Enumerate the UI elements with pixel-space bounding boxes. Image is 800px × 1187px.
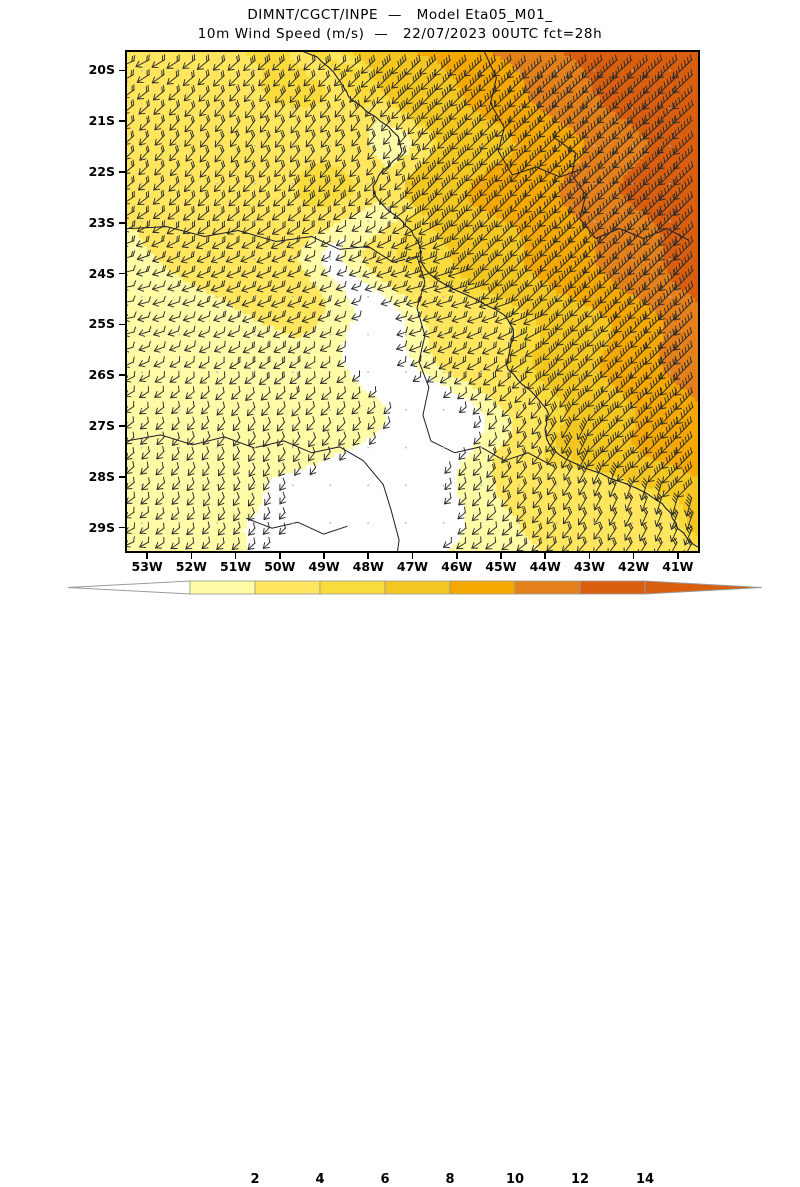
latitude-tick-label: 27S xyxy=(71,418,115,433)
latitude-tick xyxy=(119,476,125,478)
colorbar-bands xyxy=(0,576,800,600)
colorbar-tick-label: 2 xyxy=(235,1172,275,1187)
latitude-tick xyxy=(119,222,125,224)
latitude-tick-label: 26S xyxy=(71,367,115,382)
colorbar-tick-label: 12 xyxy=(560,1172,600,1187)
longitude-tick-label: 51W xyxy=(211,559,261,574)
colorbar-over-arrow xyxy=(645,581,762,594)
latitude-tick-label: 24S xyxy=(71,266,115,281)
latitude-tick-label: 21S xyxy=(71,113,115,128)
latitude-tick xyxy=(119,120,125,122)
colorbar-band xyxy=(515,581,580,594)
latitude-tick-label: 28S xyxy=(71,469,115,484)
latitude-tick xyxy=(119,527,125,529)
longitude-tick-label: 45W xyxy=(476,559,526,574)
latitude-tick xyxy=(119,171,125,173)
latitude-tick-label: 23S xyxy=(71,215,115,230)
latitude-tick xyxy=(119,374,125,376)
colorbar-tick-label: 4 xyxy=(300,1172,340,1187)
wind-speed-field xyxy=(127,52,698,551)
colorbar-tick-label: 14 xyxy=(625,1172,665,1187)
latitude-tick-label: 22S xyxy=(71,164,115,179)
latitude-tick-label: 29S xyxy=(71,520,115,535)
longitude-tick-label: 49W xyxy=(299,559,349,574)
latitude-tick xyxy=(119,425,125,427)
latitude-tick-label: 20S xyxy=(71,62,115,77)
colorbar-tick-label: 10 xyxy=(495,1172,535,1187)
longitude-tick-label: 41W xyxy=(653,559,703,574)
longitude-tick-label: 47W xyxy=(388,559,438,574)
latitude-tick xyxy=(119,70,125,72)
longitude-tick-label: 44W xyxy=(520,559,570,574)
colorbar-tick-label: 6 xyxy=(365,1172,405,1187)
colorbar-band xyxy=(385,581,450,594)
title-line-2: 10m Wind Speed (m/s) — 22/07/2023 00UTC … xyxy=(0,25,800,44)
chart-title: DIMNT/CGCT/INPE — Model Eta05_M01_ 10m W… xyxy=(0,6,800,44)
longitude-tick-label: 53W xyxy=(122,559,172,574)
longitude-tick-label: 42W xyxy=(609,559,659,574)
map-plot-area xyxy=(125,50,700,553)
longitude-tick-label: 43W xyxy=(564,559,614,574)
colorbar-band xyxy=(450,581,515,594)
latitude-tick xyxy=(119,324,125,326)
longitude-tick-label: 48W xyxy=(343,559,393,574)
colorbar-under-arrow xyxy=(68,581,190,594)
longitude-tick-label: 52W xyxy=(166,559,216,574)
latitude-tick-label: 25S xyxy=(71,316,115,331)
colorbar-band xyxy=(320,581,385,594)
colorbar-tick-label: 8 xyxy=(430,1172,470,1187)
title-line-1: DIMNT/CGCT/INPE — Model Eta05_M01_ xyxy=(0,6,800,25)
latitude-tick xyxy=(119,273,125,275)
colorbar-band xyxy=(255,581,320,594)
colorbar-band xyxy=(190,581,255,594)
longitude-tick-label: 46W xyxy=(432,559,482,574)
colorbar-band xyxy=(580,581,645,594)
longitude-tick-label: 50W xyxy=(255,559,305,574)
